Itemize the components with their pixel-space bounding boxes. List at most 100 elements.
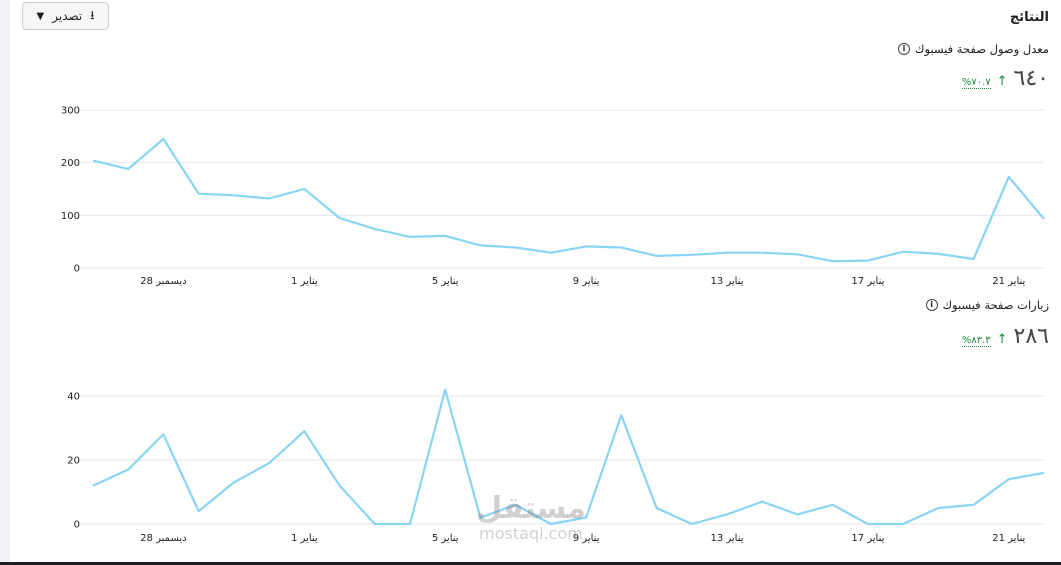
data-point[interactable] <box>442 387 448 393</box>
data-point[interactable] <box>900 249 906 255</box>
data-point[interactable] <box>794 251 800 257</box>
metric-title-visits: زيارات صفحة فيسبوك i <box>925 298 1049 312</box>
reach-line-chart: 0 100 200 300 28 ديسمبر 1 يناير 5 يناير 9 يناير… <box>61 106 1047 287</box>
data-point[interactable] <box>1041 216 1047 222</box>
metric-value-visits: %٨٣.٣ ↑ ٢٨٦ <box>961 324 1049 349</box>
data-point[interactable] <box>125 166 131 172</box>
data-point[interactable] <box>372 521 378 527</box>
data-point[interactable] <box>548 521 554 527</box>
data-point[interactable] <box>935 251 941 257</box>
x-tick-label: 9 يناير <box>573 276 600 287</box>
x-tick-label: 28 ديسمبر <box>140 533 186 544</box>
y-tick-label: 20 <box>67 456 80 467</box>
left-sidebar-strip <box>0 0 10 565</box>
data-point[interactable] <box>548 250 554 256</box>
arrow-up-icon: ↑ <box>996 74 1008 89</box>
change-percent[interactable]: %٨٣.٣ <box>961 335 991 347</box>
data-point[interactable] <box>794 511 800 517</box>
x-tick-label: 1 يناير <box>291 533 318 544</box>
x-tick-label: 17 يناير <box>851 276 884 287</box>
data-point[interactable] <box>865 521 871 527</box>
data-point[interactable] <box>196 508 202 514</box>
x-tick-label: 13 يناير <box>710 533 743 544</box>
data-point[interactable] <box>1006 174 1012 180</box>
y-tick-label: 40 <box>67 392 80 403</box>
metric-value-reach: %٧٠.٧ ↑ ٦٤٠ <box>961 66 1049 91</box>
data-point[interactable] <box>513 502 519 508</box>
y-tick-label: 200 <box>61 158 80 169</box>
data-point[interactable] <box>337 483 343 489</box>
data-point[interactable] <box>689 521 695 527</box>
data-point[interactable] <box>90 158 96 164</box>
info-icon[interactable]: i <box>925 299 938 311</box>
data-point[interactable] <box>337 215 343 221</box>
y-tick-label: 0 <box>74 520 80 531</box>
change-percent[interactable]: %٧٠.٧ <box>961 77 991 89</box>
x-tick-label: 13 يناير <box>710 276 743 287</box>
data-point[interactable] <box>900 521 906 527</box>
data-point[interactable] <box>372 226 378 232</box>
data-point[interactable] <box>266 460 272 466</box>
export-button[interactable]: ⭳ تصدير ▼ <box>22 2 109 30</box>
data-point[interactable] <box>654 505 660 511</box>
data-point[interactable] <box>830 502 836 508</box>
data-point[interactable] <box>583 515 589 521</box>
x-tick-label: 21 يناير <box>992 276 1025 287</box>
data-point[interactable] <box>935 505 941 511</box>
data-point[interactable] <box>724 511 730 517</box>
x-tick-label: 28 ديسمبر <box>140 276 186 287</box>
data-point[interactable] <box>160 136 166 142</box>
data-point[interactable] <box>865 258 871 264</box>
x-tick-label: 21 يناير <box>992 533 1025 544</box>
series-line[interactable] <box>92 388 1045 526</box>
bottom-bar <box>0 562 1061 565</box>
data-point[interactable] <box>90 483 96 489</box>
data-point[interactable] <box>971 502 977 508</box>
data-point[interactable] <box>654 253 660 259</box>
metric-total: ٢٨٦ <box>1013 324 1049 349</box>
data-point[interactable] <box>125 467 131 473</box>
data-point[interactable] <box>1006 476 1012 482</box>
x-tick-label: 9 يناير <box>573 533 600 544</box>
x-tick-label: 5 يناير <box>432 533 459 544</box>
y-tick-label: 300 <box>61 106 80 117</box>
x-tick-label: 1 يناير <box>291 276 318 287</box>
data-point[interactable] <box>618 412 624 418</box>
metric-title-reach-label: معدل وصول صفحة فيسبوك <box>915 42 1049 56</box>
x-tick-label: 17 يناير <box>851 533 884 544</box>
data-point[interactable] <box>196 191 202 197</box>
data-point[interactable] <box>830 258 836 264</box>
data-point[interactable] <box>442 233 448 239</box>
data-point[interactable] <box>231 192 237 198</box>
data-point[interactable] <box>759 250 765 256</box>
y-tick-label: 0 <box>74 264 80 275</box>
data-point[interactable] <box>477 242 483 248</box>
data-point[interactable] <box>231 479 237 485</box>
series-line[interactable] <box>92 137 1045 263</box>
metric-title-visits-label: زيارات صفحة فيسبوك <box>942 298 1049 312</box>
data-point[interactable] <box>971 256 977 262</box>
info-icon[interactable]: i <box>898 43 911 55</box>
x-tick-label: 5 يناير <box>432 276 459 287</box>
data-point[interactable] <box>266 195 272 201</box>
data-point[interactable] <box>160 431 166 437</box>
data-point[interactable] <box>759 499 765 505</box>
data-point[interactable] <box>477 515 483 521</box>
y-tick-label: 100 <box>61 211 80 222</box>
data-point[interactable] <box>689 252 695 258</box>
metric-total: ٦٤٠ <box>1013 66 1049 91</box>
data-point[interactable] <box>1041 470 1047 476</box>
data-point[interactable] <box>301 428 307 434</box>
data-point[interactable] <box>583 243 589 249</box>
data-point[interactable] <box>407 234 413 240</box>
data-point[interactable] <box>301 186 307 192</box>
download-icon: ⭳ <box>90 7 95 22</box>
section-title: النتائج <box>1009 10 1049 25</box>
data-point[interactable] <box>513 244 519 250</box>
data-point[interactable] <box>407 521 413 527</box>
visits-line-chart: 0 20 40 28 ديسمبر 1 يناير 5 يناير 9 يناير 13 ين… <box>67 387 1047 544</box>
export-label: تصدير <box>52 9 83 23</box>
caret-down-icon: ▼ <box>36 10 45 22</box>
data-point[interactable] <box>618 244 624 250</box>
data-point[interactable] <box>724 250 730 256</box>
